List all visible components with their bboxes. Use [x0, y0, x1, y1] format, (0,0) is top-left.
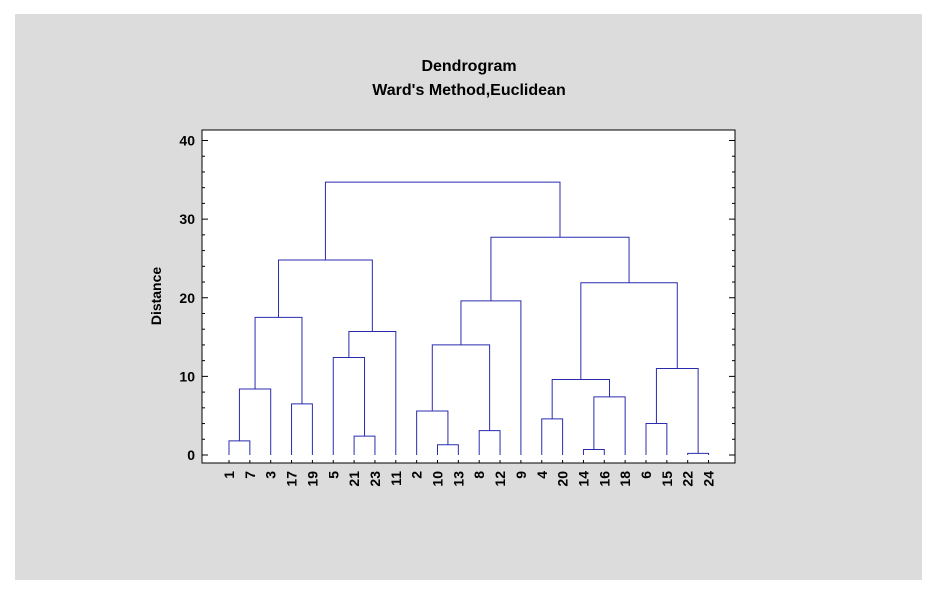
chart-subtitle: Ward's Method,Euclidean — [372, 82, 565, 99]
leaf-label-9: 9 — [513, 471, 529, 479]
dendrogram-chart: Dendrogram Ward's Method,Euclidean Dista… — [148, 58, 736, 487]
link-S-R — [655, 368, 699, 454]
leaf-label-7: 7 — [242, 471, 258, 479]
leaf-label-12: 12 — [492, 471, 508, 487]
leaf-label-17: 17 — [284, 471, 300, 487]
chart-title: Dendrogram — [421, 58, 516, 75]
y-tick-label-0: 0 — [187, 447, 195, 463]
leaf-label-23: 23 — [367, 471, 383, 487]
link-1-7 — [228, 440, 251, 455]
link-M-U — [490, 236, 630, 301]
leaf-label-10: 10 — [430, 471, 446, 487]
link-10-13 — [437, 444, 459, 455]
leaf-label-8: 8 — [471, 471, 487, 479]
leaf-label-6: 6 — [638, 471, 654, 479]
link-D-G — [278, 259, 373, 332]
y-tick-label-10: 10 — [179, 368, 195, 384]
dendrogram-links — [228, 181, 710, 455]
link-F-11 — [348, 331, 397, 455]
leaf-label-13: 13 — [450, 471, 466, 487]
leaf-label-1: 1 — [221, 471, 237, 479]
leaf-label-19: 19 — [304, 471, 320, 487]
link-O-18 — [593, 396, 626, 455]
leaf-label-18: 18 — [617, 471, 633, 487]
leaf-label-22: 22 — [680, 471, 696, 487]
y-tick-label-40: 40 — [179, 133, 195, 149]
leaf-label-15: 15 — [659, 471, 675, 487]
link-17-19 — [291, 403, 313, 455]
leaf-label-20: 20 — [555, 471, 571, 487]
y-axis-label: Distance — [148, 267, 164, 326]
y-tick-label-30: 30 — [179, 211, 195, 227]
y-axis: 0 10 20 30 40 — [179, 133, 735, 463]
leaf-label-11: 11 — [388, 471, 404, 486]
plot-area — [201, 129, 736, 464]
leaf-label-14: 14 — [575, 471, 591, 487]
chart-panel: Dendrogram Ward's Method,Euclidean Dista… — [15, 14, 922, 580]
leaf-label-5: 5 — [325, 471, 341, 479]
leaf-label-24: 24 — [701, 471, 717, 487]
y-tick-label-20: 20 — [179, 290, 195, 306]
leaf-label-16: 16 — [596, 471, 612, 487]
leaf-label-4: 4 — [534, 471, 550, 479]
x-axis-leaf-labels: 1 7 3 17 19 5 21 23 11 2 10 13 8 12 9 4 20 14 16 18 6 15 22 24 — [221, 460, 717, 487]
leaf-label-2: 2 — [409, 471, 425, 479]
leaf-label-21: 21 — [346, 471, 362, 487]
leaf-label-3: 3 — [263, 471, 279, 479]
link-H-V — [324, 181, 561, 261]
